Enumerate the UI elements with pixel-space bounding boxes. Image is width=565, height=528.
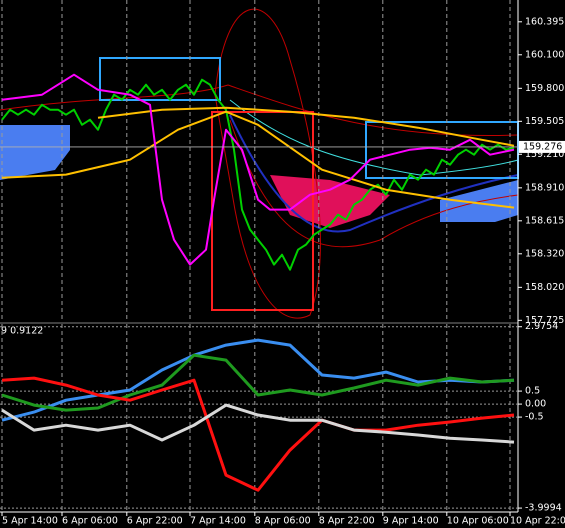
x-tick-label: 10 Apr 06:00 [447,516,509,527]
x-tick-label: 8 Apr 22:00 [319,516,375,527]
y-tick-label: 160.100 [525,49,564,60]
x-tick-label: 9 Apr 14:00 [383,516,439,527]
box [99,57,221,101]
series-line [1,110,515,209]
y-tick-label: 0.5 [525,386,540,397]
x-tick-label: 5 Apr 14:00 [2,516,58,527]
envelope [214,8,321,319]
current-price-label: 159.276 [523,141,562,152]
y-tick-label: 0.00 [525,399,546,410]
y-tick-label: 158.910 [525,182,564,193]
y-tick-label: 157.725 [525,315,564,326]
x-tick-label: 6 Apr 06:00 [62,516,118,527]
series-line [1,73,515,266]
x-tick-label: 7 Apr 14:00 [190,516,246,527]
x-tick-label: 6 Apr 22:00 [127,516,183,527]
y-tick-label: 159.210 [525,149,564,160]
envelope [229,114,519,233]
y-tick-label: 158.320 [525,248,564,259]
series-line [1,78,515,271]
x-tick-label: 8 Apr 06:00 [255,516,311,527]
indicator-label: 9 0.9122 [1,326,43,337]
y-tick-label: 159.800 [525,83,564,94]
cloud [440,180,518,222]
series-line [97,106,515,147]
series-line [1,353,515,412]
series-line [1,403,515,444]
y-tick-label: -0.5 [525,412,544,423]
cloud [0,125,70,180]
y-tick-label: 158.020 [525,282,564,293]
envelope [229,99,519,176]
y-tick-label: 159.505 [525,116,564,127]
y-tick-label: 158.615 [525,215,564,226]
x-tick-label: 10 Apr 22:00 [510,516,565,527]
y-tick-label: -3.9994 [525,503,562,514]
envelope [0,84,519,137]
y-tick-label: 2.9754 [525,321,558,332]
series-line [1,376,515,492]
cloud [270,175,390,228]
current-price-box [519,140,565,153]
y-tick-label: 160.395 [525,16,564,27]
